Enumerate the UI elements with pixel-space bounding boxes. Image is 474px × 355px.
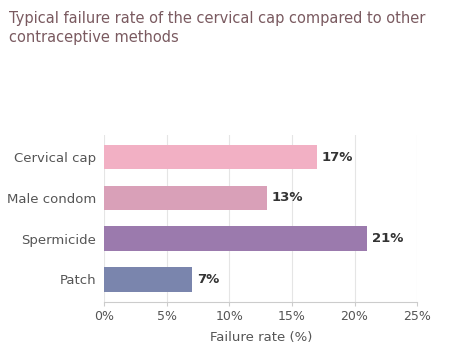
Text: Typical failure rate of the cervical cap compared to other
contraceptive methods: Typical failure rate of the cervical cap… (9, 11, 426, 45)
Bar (104, 267, 192, 291)
Text: 13%: 13% (272, 191, 303, 204)
Bar (104, 226, 367, 251)
Bar (104, 145, 317, 169)
Bar (104, 186, 267, 210)
Text: 21%: 21% (372, 232, 403, 245)
Text: 17%: 17% (322, 151, 354, 164)
X-axis label: Failure rate (%): Failure rate (%) (210, 332, 312, 344)
Text: 7%: 7% (197, 273, 219, 286)
